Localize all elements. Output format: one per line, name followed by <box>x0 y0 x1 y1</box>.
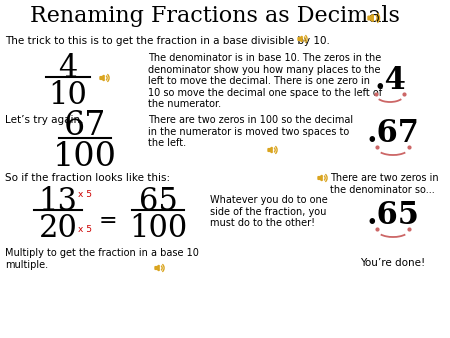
Text: 67: 67 <box>64 110 106 142</box>
Text: Whatever you do to one
side of the fraction, you
must do to the other!: Whatever you do to one side of the fract… <box>210 195 328 228</box>
Text: 10: 10 <box>49 80 87 111</box>
Polygon shape <box>155 265 159 271</box>
Text: 13: 13 <box>39 186 77 217</box>
Polygon shape <box>368 15 373 22</box>
Text: x 5: x 5 <box>78 225 92 234</box>
Polygon shape <box>100 75 104 81</box>
Text: Let’s try again.: Let’s try again. <box>5 115 84 125</box>
Text: .67: .67 <box>367 118 419 149</box>
Text: =: = <box>99 210 117 232</box>
Text: The denominator is in base 10. The zeros in the
denominator show you how many pl: The denominator is in base 10. The zeros… <box>148 53 382 110</box>
Polygon shape <box>298 36 302 42</box>
Text: So if the fraction looks like this:: So if the fraction looks like this: <box>5 173 170 183</box>
Text: Renaming Fractions as Decimals: Renaming Fractions as Decimals <box>30 5 400 27</box>
Text: 4: 4 <box>58 53 77 84</box>
Text: .4: .4 <box>374 65 406 96</box>
Text: There are two zeros in 100 so the decimal
in the numerator is moved two spaces t: There are two zeros in 100 so the decima… <box>148 115 353 148</box>
Text: Multiply to get the fraction in a base 10
multiple.: Multiply to get the fraction in a base 1… <box>5 248 199 270</box>
Text: x 5: x 5 <box>78 190 92 199</box>
Polygon shape <box>268 147 272 153</box>
Text: The trick to this is to get the fraction in a base divisible by 10.: The trick to this is to get the fraction… <box>5 36 330 46</box>
Polygon shape <box>318 175 322 181</box>
Text: 100: 100 <box>53 141 117 173</box>
Text: There are two zeros in
the denominator so...: There are two zeros in the denominator s… <box>330 173 439 195</box>
Text: 100: 100 <box>129 213 187 244</box>
Text: 20: 20 <box>39 213 77 244</box>
Text: 65: 65 <box>139 186 177 217</box>
Text: You’re done!: You’re done! <box>360 258 426 268</box>
Text: .65: .65 <box>367 200 419 231</box>
